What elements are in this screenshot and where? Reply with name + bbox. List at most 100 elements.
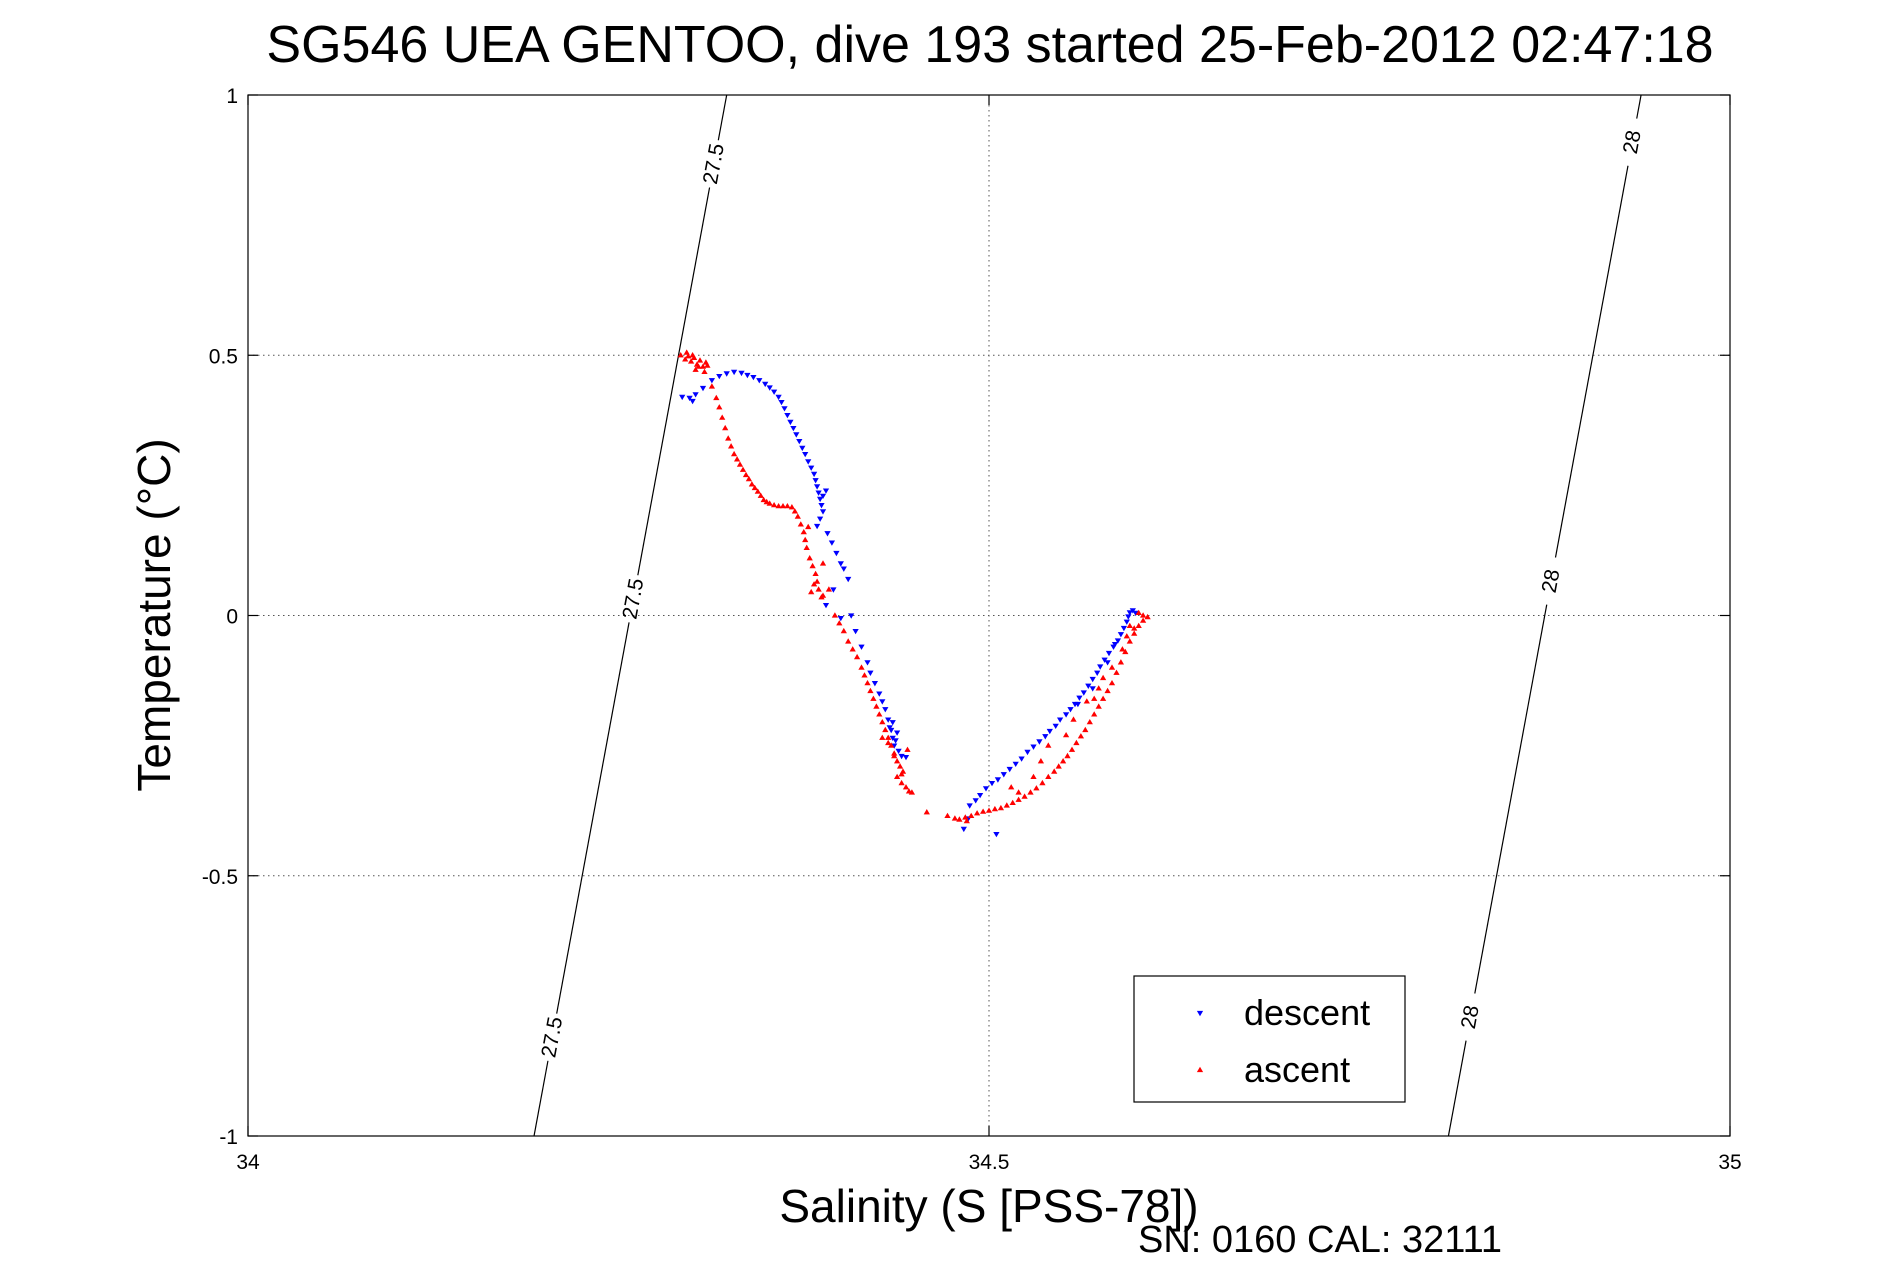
ascent-point — [1073, 739, 1080, 746]
descent-point — [805, 459, 812, 465]
isopycnal-label: 28 — [1538, 568, 1565, 595]
descent-point — [812, 478, 819, 484]
ascent-point — [687, 358, 695, 364]
ascent-point — [812, 570, 819, 577]
descent-point — [778, 399, 785, 406]
ascent-point — [951, 815, 959, 821]
ascent-point — [893, 773, 901, 780]
ascent-point — [719, 414, 726, 420]
ascent-point — [794, 513, 801, 519]
ascent-point — [770, 502, 778, 508]
ascent-point — [696, 357, 704, 363]
ascent-point — [810, 581, 818, 587]
ascent-point — [808, 588, 815, 595]
descent-point — [822, 602, 830, 609]
ascent-point — [766, 500, 773, 506]
ascent-point — [904, 746, 911, 752]
descent-point — [871, 680, 879, 687]
descent-point — [837, 615, 844, 622]
descent-point — [1030, 744, 1037, 750]
ascent-point — [1117, 659, 1125, 665]
ascent-point — [1015, 796, 1022, 802]
descent-point — [972, 798, 979, 804]
ascent-point — [779, 503, 787, 509]
descent-point — [802, 451, 809, 458]
descent-point — [833, 550, 840, 557]
descent-point — [686, 395, 693, 402]
ascent-point — [1095, 685, 1102, 691]
ascent-point — [1123, 633, 1130, 639]
descent-point — [1097, 664, 1104, 670]
descent-point — [766, 385, 773, 391]
ascent-point — [819, 592, 827, 598]
descent-point — [810, 471, 818, 478]
descent-point — [818, 502, 825, 509]
ascent-point — [840, 627, 847, 634]
ascent-point — [867, 687, 874, 694]
descent-point — [852, 628, 859, 635]
ascent-point — [968, 812, 975, 819]
descent-point — [822, 488, 830, 494]
data-points — [677, 349, 1151, 838]
descent-point — [1129, 608, 1136, 614]
ascent-point — [1027, 789, 1034, 795]
ascent-point — [802, 536, 809, 543]
descent-point — [988, 780, 996, 787]
ascent-point — [870, 695, 877, 701]
ascent-point — [803, 544, 810, 551]
ascent-point — [683, 349, 690, 355]
ascent-point — [1008, 784, 1015, 790]
isopycnal-segment — [1554, 165, 1629, 558]
ascent-point — [845, 638, 852, 644]
axis-ticks — [247, 94, 1731, 1137]
ascent-point — [885, 734, 892, 740]
ascent-point — [800, 529, 807, 535]
ascent-point — [1086, 719, 1093, 725]
descent-point — [1042, 734, 1049, 740]
descent-point — [994, 777, 1002, 783]
descent-point — [864, 660, 871, 666]
ascent-point — [1077, 733, 1085, 739]
ascent-point — [956, 816, 963, 822]
ascent-point — [1045, 773, 1052, 780]
x-tick-label: 34 — [236, 1151, 260, 1174]
ascent-point — [898, 771, 905, 777]
grid-lines — [248, 95, 1730, 1136]
ascent-point — [708, 383, 716, 389]
ascent-point — [754, 488, 761, 494]
ascent-point — [997, 804, 1005, 811]
descent-point — [1012, 761, 1019, 767]
y-tick-label: -0.5 — [202, 866, 238, 889]
descent-point — [976, 792, 984, 799]
ascent-point — [825, 586, 833, 592]
descent-point — [1036, 739, 1043, 745]
ascent-point — [879, 734, 886, 740]
ascent-point — [1122, 648, 1129, 655]
legend: descent ascent — [1133, 975, 1406, 1103]
isopycnal-segment — [1636, 95, 1642, 119]
descent-point — [1125, 614, 1132, 620]
ascent-point — [751, 484, 758, 491]
ascent-point — [1082, 726, 1089, 733]
ascent-point — [742, 471, 750, 478]
descent-point — [1080, 690, 1087, 696]
descent-point — [813, 523, 821, 530]
ascent-point — [908, 789, 916, 795]
descent-point — [1089, 676, 1096, 683]
ascent-point — [944, 812, 951, 819]
descent-point — [744, 372, 751, 379]
ascent-point — [858, 664, 865, 670]
ascent-point — [1051, 768, 1058, 774]
ascent-point — [923, 809, 930, 815]
y-tick-label: 0 — [226, 606, 238, 629]
isopycnal-segment — [717, 95, 728, 141]
ascent-point — [1083, 698, 1090, 704]
descent-point — [1074, 701, 1082, 708]
ascent-point — [1030, 773, 1037, 780]
descent-point — [813, 484, 821, 490]
ascent-point — [699, 363, 707, 369]
ascent-point — [813, 578, 821, 584]
ascent-point — [1015, 789, 1022, 795]
ascent-point — [739, 466, 747, 472]
descent-point — [1024, 749, 1031, 756]
